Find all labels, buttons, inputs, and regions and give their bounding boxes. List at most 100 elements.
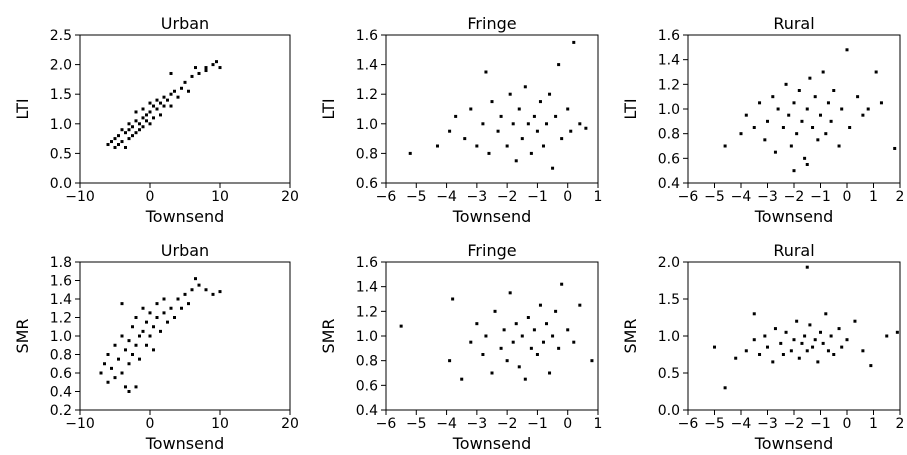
scatter-point — [145, 119, 148, 123]
scatter-point — [469, 107, 473, 111]
scatter-point — [134, 385, 138, 389]
y-tick-label: 0.6 — [658, 151, 680, 167]
scatter-point — [893, 146, 897, 150]
panel-title: Rural — [773, 14, 814, 33]
x-tick-label: −5 — [406, 416, 427, 432]
panel-title: Fringe — [467, 14, 516, 33]
scatter-point — [124, 145, 127, 149]
scatter-point — [572, 340, 576, 344]
scatter-point — [152, 104, 155, 108]
y-tick-label: 0.0 — [50, 176, 72, 192]
y-tick-label: 1.0 — [50, 329, 72, 345]
y-tick-label: 1.0 — [356, 329, 378, 345]
scatter-point — [758, 353, 762, 356]
scatter-point — [448, 359, 452, 363]
scatter-point — [138, 334, 141, 338]
scatter-point — [148, 101, 152, 105]
scatter-point — [723, 386, 727, 390]
scatter-point — [824, 132, 828, 136]
scatter-point — [106, 353, 110, 356]
x-axis-label: Townsend — [754, 207, 834, 226]
x-tick-label: −10 — [65, 416, 95, 432]
y-axis-label: SMR — [319, 318, 338, 353]
scatter-point — [832, 89, 836, 92]
scatter-point — [120, 302, 124, 306]
scatter-point — [779, 341, 783, 345]
scatter-point — [134, 110, 138, 114]
scatter-point — [517, 365, 521, 369]
scatter-point — [169, 71, 173, 75]
scatter-point — [187, 89, 190, 93]
scatter-point — [508, 291, 512, 295]
y-axis-label: LTI — [621, 98, 640, 119]
y-tick-label: 1.6 — [356, 255, 378, 271]
scatter-point — [469, 340, 473, 344]
scatter-point — [789, 144, 793, 148]
scatter-point — [113, 137, 117, 141]
scatter-point — [138, 122, 141, 126]
scatter-point — [824, 312, 828, 316]
scatter-point — [551, 166, 555, 170]
scatter-point — [572, 40, 576, 44]
scatter-point — [557, 63, 561, 67]
scatter-point — [505, 359, 509, 363]
x-tick-label: 0 — [843, 416, 852, 432]
scatter-point — [813, 338, 817, 342]
scatter-point — [127, 137, 131, 141]
y-tick-label: 1.0 — [50, 117, 72, 133]
scatter-point — [560, 137, 564, 141]
scatter-point — [110, 140, 113, 144]
scatter-point — [776, 107, 780, 111]
scatter-point — [131, 325, 134, 329]
scatter-point — [215, 60, 218, 64]
scatter-point — [514, 159, 518, 163]
scatter-point — [866, 107, 870, 111]
scatter-point — [797, 89, 801, 92]
scatter-point — [781, 126, 785, 129]
scatter-point — [169, 104, 173, 108]
scatter-point — [155, 98, 159, 102]
scatter-point — [484, 334, 488, 338]
x-tick-label: −4 — [436, 189, 457, 205]
scatter-point — [173, 89, 176, 93]
scatter-point — [766, 345, 769, 349]
x-tick-label: 2 — [896, 189, 905, 205]
scatter-point — [840, 107, 844, 111]
scatter-point — [766, 119, 769, 123]
scatter-point — [578, 303, 582, 307]
scatter-point — [117, 357, 120, 361]
y-tick-label: 1.0 — [658, 102, 680, 118]
scatter-point — [805, 265, 809, 269]
y-tick-label: 1.2 — [356, 304, 378, 320]
scatter-point — [490, 371, 494, 375]
scatter-point — [805, 349, 809, 353]
scatter-point — [554, 309, 558, 313]
scatter-point — [752, 126, 756, 129]
scatter-point — [218, 66, 222, 70]
scatter-point — [517, 107, 521, 111]
x-tick-label: −6 — [678, 189, 699, 205]
x-tick-label: 2 — [896, 416, 905, 432]
scatter-point — [99, 371, 103, 375]
scatter-point — [159, 101, 162, 105]
x-tick-label: −2 — [497, 189, 518, 205]
scatter-point — [194, 66, 197, 70]
scatter-point — [773, 150, 777, 154]
x-axis-label: Townsend — [452, 434, 532, 453]
scatter-point — [895, 330, 899, 334]
scatter-point — [448, 129, 452, 133]
scatter-point — [771, 360, 775, 364]
scatter-panel: Fringe −6 −5 −4 −3 −2 −1 0 1 0.6 0.8 1.0 1.2 1.4 1.6 To… — [319, 14, 602, 226]
y-tick-label: 0.8 — [356, 146, 378, 162]
y-tick-label: 0.5 — [50, 146, 72, 162]
scatter-point — [545, 122, 549, 126]
scatter-point — [520, 137, 524, 141]
scatter-point — [784, 82, 788, 86]
scatter-point — [813, 95, 817, 99]
scatter-point — [475, 144, 479, 148]
scatter-point — [124, 348, 127, 352]
scatter-point — [784, 330, 788, 334]
x-tick-label: −10 — [65, 189, 95, 205]
scatter-point — [159, 113, 162, 117]
scatter-point — [124, 385, 127, 389]
